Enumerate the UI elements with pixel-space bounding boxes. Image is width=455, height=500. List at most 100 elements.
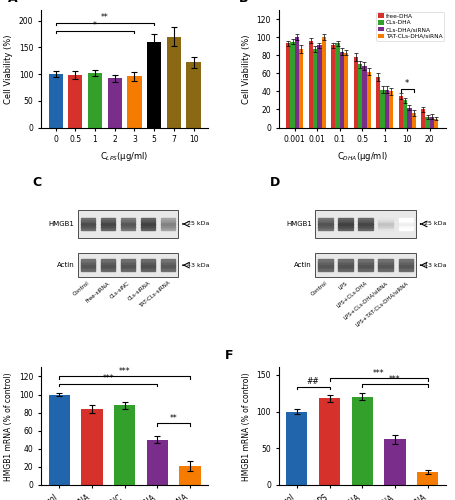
Bar xyxy=(359,222,373,224)
Bar xyxy=(359,266,373,268)
Bar xyxy=(49,394,70,485)
Bar xyxy=(161,266,175,268)
Bar xyxy=(359,226,373,227)
Bar xyxy=(399,260,413,262)
Bar xyxy=(121,227,135,228)
X-axis label: C$_{LPS}$(μg/ml): C$_{LPS}$(μg/ml) xyxy=(101,150,149,163)
Bar xyxy=(318,270,333,271)
Bar xyxy=(147,440,168,485)
Bar xyxy=(338,259,353,260)
Bar xyxy=(379,220,393,221)
Text: LPS: LPS xyxy=(338,280,349,290)
Bar xyxy=(338,266,353,268)
Bar xyxy=(362,66,367,128)
Text: 25 kDa: 25 kDa xyxy=(424,222,446,226)
Bar xyxy=(338,226,353,227)
Y-axis label: Cell Viability (%): Cell Viability (%) xyxy=(242,34,251,103)
Bar xyxy=(101,218,115,220)
Text: LPS+CLs-DHA: LPS+CLs-DHA xyxy=(336,280,369,309)
Text: HMGB1: HMGB1 xyxy=(286,221,312,227)
Bar xyxy=(379,270,393,271)
Bar xyxy=(81,259,95,260)
Bar xyxy=(338,218,353,220)
Text: LPS+CLs-DHA/siRNA: LPS+CLs-DHA/siRNA xyxy=(343,280,389,320)
Text: Actin: Actin xyxy=(294,262,312,268)
Bar xyxy=(318,268,333,270)
Bar xyxy=(101,270,115,271)
Bar xyxy=(421,110,425,128)
Bar xyxy=(380,90,385,128)
Bar xyxy=(141,221,155,222)
Bar xyxy=(379,259,393,260)
Bar xyxy=(352,397,373,485)
Bar xyxy=(161,227,175,228)
Bar xyxy=(359,218,373,220)
Bar xyxy=(81,260,95,262)
Bar xyxy=(338,270,353,271)
Bar xyxy=(81,221,95,222)
Bar xyxy=(108,78,122,128)
Bar xyxy=(141,218,155,220)
Bar xyxy=(121,226,135,227)
Bar xyxy=(399,224,413,226)
Bar xyxy=(338,224,353,226)
Bar xyxy=(379,218,393,220)
Bar xyxy=(299,49,303,128)
Bar xyxy=(379,222,393,224)
Text: 43 kDa: 43 kDa xyxy=(424,262,447,268)
Bar xyxy=(141,227,155,228)
FancyBboxPatch shape xyxy=(78,254,178,277)
Bar xyxy=(340,52,344,128)
Bar xyxy=(121,262,135,264)
Bar xyxy=(379,226,393,227)
Bar xyxy=(101,226,115,227)
Bar xyxy=(379,260,393,262)
Bar xyxy=(407,108,411,128)
Bar xyxy=(318,264,333,265)
Bar xyxy=(141,220,155,221)
Bar xyxy=(81,265,95,266)
Bar xyxy=(399,222,413,224)
Bar xyxy=(161,259,175,260)
Bar xyxy=(161,262,175,264)
Y-axis label: HMGB1 mRNA (% of control): HMGB1 mRNA (% of control) xyxy=(4,372,13,480)
Bar xyxy=(161,222,175,224)
Bar xyxy=(379,264,393,265)
Bar xyxy=(331,46,335,128)
Bar xyxy=(367,72,371,128)
Bar xyxy=(161,264,175,265)
Bar xyxy=(141,228,155,230)
Y-axis label: Cell Viability (%): Cell Viability (%) xyxy=(4,34,13,103)
Bar xyxy=(389,92,393,128)
Text: ##: ## xyxy=(307,377,319,386)
Bar xyxy=(399,265,413,266)
Text: CLs-siRNA: CLs-siRNA xyxy=(127,280,151,302)
Bar xyxy=(417,472,438,485)
Bar xyxy=(101,224,115,226)
Bar xyxy=(147,42,161,127)
Bar xyxy=(161,224,175,226)
Bar xyxy=(101,264,115,265)
Bar xyxy=(141,224,155,226)
Bar xyxy=(318,226,333,227)
Bar xyxy=(141,268,155,270)
Bar xyxy=(379,262,393,264)
Text: A: A xyxy=(7,0,17,5)
Text: ***: *** xyxy=(373,368,384,378)
Bar xyxy=(81,218,95,220)
Y-axis label: HMGB1 mRNA (% of control): HMGB1 mRNA (% of control) xyxy=(242,372,251,480)
Bar xyxy=(399,268,413,270)
Bar xyxy=(399,96,403,128)
Bar xyxy=(167,36,181,128)
Text: C: C xyxy=(33,176,42,190)
Bar xyxy=(141,260,155,262)
Bar xyxy=(101,268,115,270)
Bar xyxy=(338,221,353,222)
Bar xyxy=(101,260,115,262)
Bar xyxy=(338,228,353,230)
Bar xyxy=(359,224,373,226)
Bar xyxy=(399,228,413,230)
Text: Free-siRNA: Free-siRNA xyxy=(85,280,111,303)
Bar xyxy=(49,74,63,128)
Bar xyxy=(359,227,373,228)
